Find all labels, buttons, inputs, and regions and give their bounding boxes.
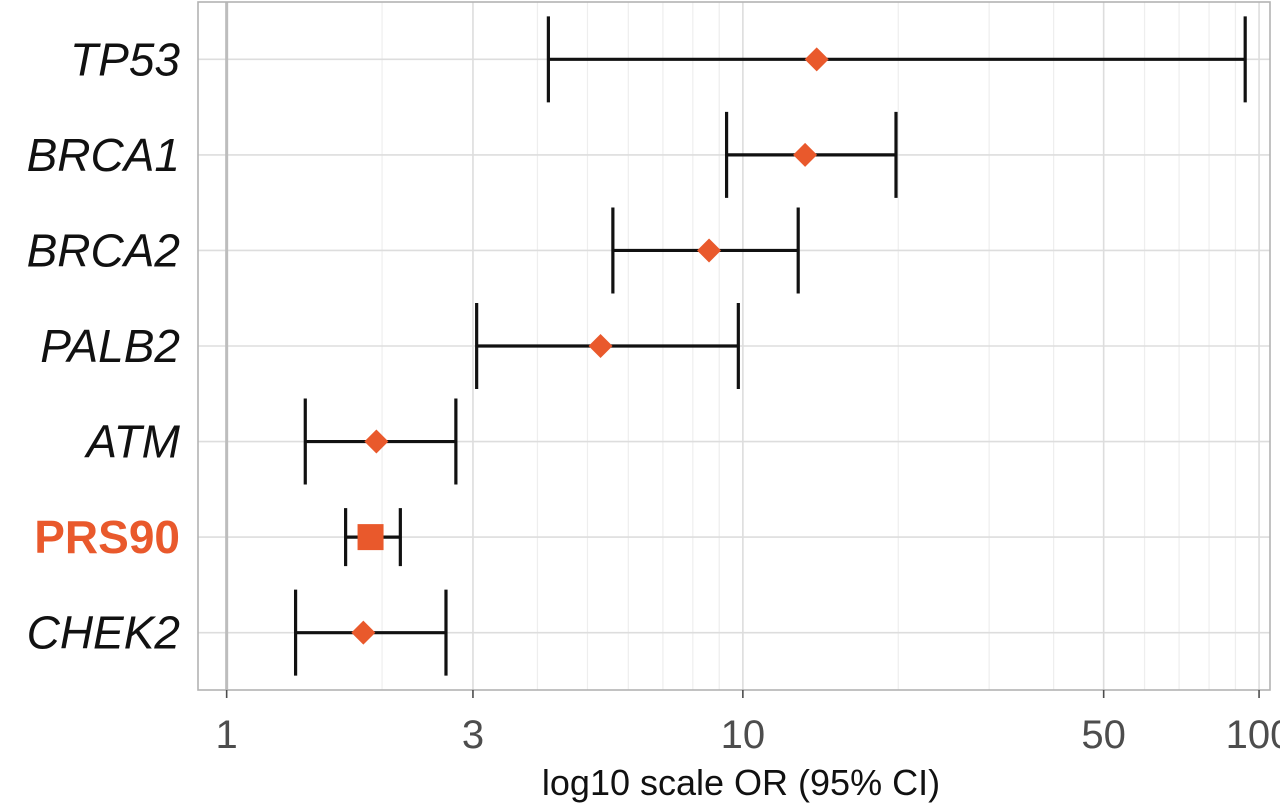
or-point-diamond bbox=[364, 429, 389, 454]
x-tick-label: 10 bbox=[721, 713, 766, 757]
y-axis-labels: TP53 BRCA1 BRCA2 PALB2 ATM PRS90 CHEK2 bbox=[27, 33, 181, 658]
y-label-brca1: BRCA1 bbox=[27, 129, 180, 181]
y-label-atm: ATM bbox=[83, 416, 180, 468]
y-label-palb2: PALB2 bbox=[40, 320, 180, 372]
y-label-prs90: PRS90 bbox=[34, 511, 180, 563]
x-tick-label: 1 bbox=[216, 713, 238, 757]
y-label-chek2: CHEK2 bbox=[27, 607, 180, 659]
x-tick-label: 100 bbox=[1226, 713, 1280, 757]
or-point-square bbox=[357, 524, 384, 551]
x-tick-label: 50 bbox=[1081, 713, 1126, 757]
errorbar-prs90 bbox=[344, 508, 402, 567]
errorbar-tp53 bbox=[546, 16, 1247, 103]
errorbar-palb2 bbox=[475, 303, 740, 389]
errorbar-brca1 bbox=[724, 111, 898, 198]
y-label-brca2: BRCA2 bbox=[27, 224, 180, 276]
or-point-diamond bbox=[351, 620, 376, 645]
x-tick-label: 3 bbox=[462, 713, 484, 757]
or-point-diamond bbox=[588, 334, 613, 358]
errorbar-atm bbox=[303, 398, 458, 485]
errorbar-chek2 bbox=[293, 589, 448, 676]
or-point-diamond bbox=[804, 47, 829, 72]
y-label-tp53: TP53 bbox=[70, 33, 180, 85]
panel-border bbox=[197, 1, 1271, 691]
errorbar-brca2 bbox=[611, 207, 800, 294]
x-axis-ticks: 1 3 10 50 100 bbox=[216, 690, 1280, 757]
or-point-diamond bbox=[697, 238, 722, 263]
or-point-diamond bbox=[793, 142, 818, 167]
x-axis-title: log10 scale OR (95% CI) bbox=[542, 762, 940, 803]
chart-marks bbox=[293, 16, 1247, 676]
